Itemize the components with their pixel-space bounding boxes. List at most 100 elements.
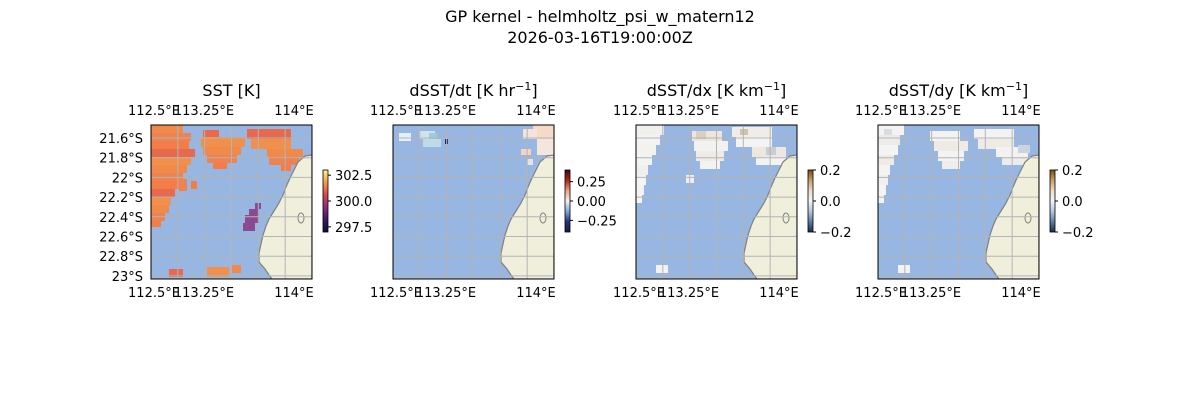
- panel-title: SST [K]: [202, 81, 260, 100]
- panel-title: dSST/dx [K km−1]: [647, 80, 786, 100]
- map-cell: [523, 129, 537, 139]
- map-cell: [213, 163, 227, 169]
- map-cell: [878, 135, 900, 145]
- y-tick-label: 22.8°S: [99, 250, 143, 265]
- colorbar-tick-label: 300.0: [335, 195, 372, 210]
- map-area: [878, 125, 1039, 279]
- map-cell: [696, 151, 724, 161]
- x-tick-label-top: 112.5°E: [128, 104, 180, 119]
- map-cell: [878, 185, 886, 195]
- map-cell: [207, 155, 237, 163]
- colorbar: [1049, 169, 1056, 233]
- map-cell: [934, 141, 968, 151]
- map-area: [636, 125, 797, 279]
- panel-title: dSST/dy [K km−1]: [889, 80, 1028, 100]
- map-cell: [151, 181, 179, 189]
- map-cell: [878, 165, 890, 175]
- x-tick-label-bottom: 114°E: [274, 286, 314, 301]
- map-cell: [281, 165, 291, 171]
- map-cell: [151, 189, 175, 197]
- map-cell: [878, 155, 894, 165]
- map-cell: [151, 221, 161, 227]
- colorbar-tick-label: 297.5: [335, 221, 372, 236]
- y-tick-label: 21.6°S: [99, 132, 143, 147]
- y-tick-label: 22°S: [112, 171, 143, 186]
- colorbar: [322, 169, 329, 233]
- map-cell: [700, 161, 720, 169]
- map-panel-4: dSST/dy [K km−1]112.5°E112.5°E113.25°E11…: [855, 80, 1094, 301]
- map-cell: [151, 165, 187, 173]
- panel-frame: [635, 124, 798, 280]
- colorbar-tick-label: −0.2: [820, 226, 852, 241]
- x-tick-label-top: 112.5°E: [855, 104, 907, 119]
- map-cell: [269, 157, 299, 165]
- x-tick-label-bottom: 113.25°E: [416, 286, 476, 301]
- panel-title-text: dSST/dt [K hr: [409, 81, 515, 100]
- panel-frame: [877, 124, 1040, 280]
- panel-title-bracket: ]: [780, 81, 786, 100]
- y-tick-label: 22.2°S: [99, 191, 143, 206]
- map-cell: [151, 133, 191, 141]
- y-tick-label: 21.8°S: [99, 152, 143, 167]
- x-tick-label-bottom: 112.5°E: [370, 286, 422, 301]
- colorbar: [807, 169, 814, 233]
- panel-title-bracket: ]: [1022, 81, 1028, 100]
- map-cell: [884, 129, 892, 135]
- island: [1024, 212, 1032, 224]
- map-cell: [696, 131, 706, 139]
- map-cell: [938, 151, 964, 161]
- x-tick-label-top: 113.25°E: [901, 104, 961, 119]
- map-cell: [636, 165, 648, 175]
- map-panel-3: dSST/dx [K km−1]112.5°E112.5°E113.25°E11…: [613, 80, 852, 301]
- colorbar-tick-label: 0.0: [1062, 195, 1083, 210]
- map-cell: [878, 195, 884, 203]
- x-tick-label-bottom: 114°E: [516, 286, 556, 301]
- map-cell: [247, 129, 291, 139]
- map-cell: [736, 137, 772, 147]
- map-cell: [251, 139, 291, 149]
- colorbar: [564, 169, 571, 233]
- map-cell: [636, 125, 664, 135]
- map-cell: [207, 267, 229, 277]
- panel-title-bracket: ]: [531, 81, 537, 100]
- map-cell: [151, 149, 195, 157]
- map-cell: [766, 147, 776, 155]
- map-cell: [231, 265, 241, 273]
- map-cell: [1002, 157, 1028, 165]
- colorbar-tick-label: 0.2: [820, 164, 841, 179]
- island: [539, 212, 547, 224]
- map-cell: [1018, 145, 1030, 153]
- x-tick-label-top: 113.25°E: [659, 104, 719, 119]
- colorbar-tick-label: 0.00: [577, 195, 606, 210]
- colorbar-tick-label: −0.25: [577, 214, 617, 229]
- x-tick-label-bottom: 113.25°E: [174, 286, 234, 301]
- x-tick-label-top: 114°E: [759, 104, 799, 119]
- map-cell: [533, 125, 554, 139]
- map-cell: [203, 147, 241, 155]
- x-tick-label-top: 114°E: [274, 104, 314, 119]
- map-cell: [249, 209, 259, 217]
- x-tick-label-bottom: 113.25°E: [659, 286, 719, 301]
- map-panel-2: dSST/dt [K hr−1]112.5°E112.5°E113.25°E11…: [370, 80, 617, 301]
- x-tick-label-bottom: 114°E: [759, 286, 799, 301]
- map-cell: [656, 265, 668, 273]
- panel-title-text: SST [K]: [202, 81, 260, 100]
- map-cell: [243, 223, 255, 231]
- x-tick-label-top: 113.25°E: [416, 104, 476, 119]
- map-panel-1: SST [K]112.5°E112.5°E113.25°E113.25°E114…: [99, 81, 372, 301]
- y-tick-label: 22.4°S: [99, 211, 143, 226]
- island: [297, 212, 305, 224]
- map-cell: [179, 179, 187, 191]
- map-area: [393, 125, 554, 279]
- y-tick-label: 23°S: [112, 270, 143, 285]
- map-cell: [169, 269, 183, 277]
- map-cell: [898, 265, 910, 273]
- map-cell: [878, 175, 888, 185]
- x-tick-label-top: 112.5°E: [613, 104, 665, 119]
- map-cell: [694, 141, 728, 151]
- x-tick-label-bottom: 112.5°E: [855, 286, 907, 301]
- colorbar-tick-label: 0.25: [577, 176, 606, 191]
- map-cell: [636, 155, 652, 165]
- map-cell: [732, 127, 772, 137]
